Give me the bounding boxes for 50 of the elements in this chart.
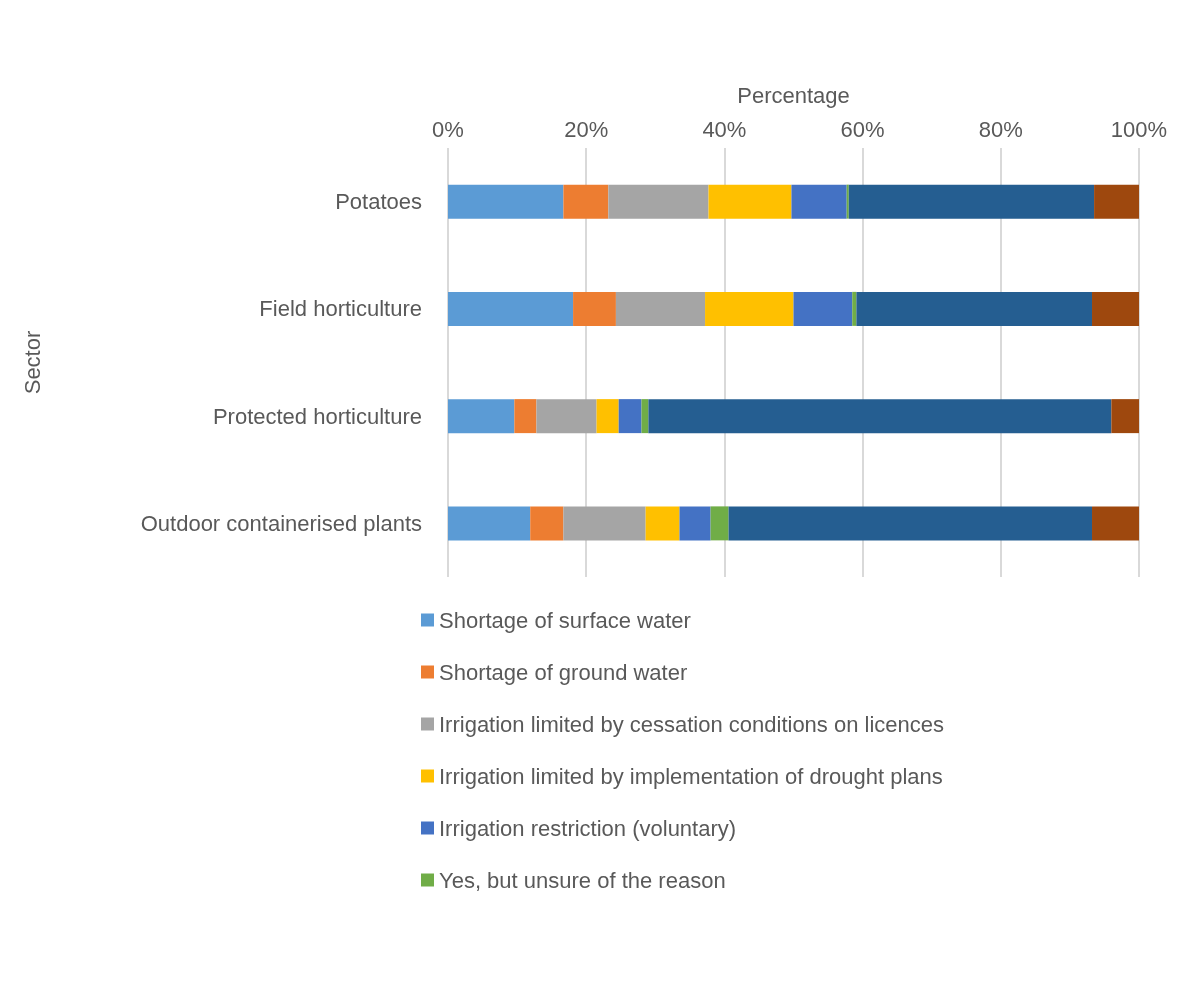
bar — [856, 291, 1093, 326]
y-tick-label: Protected horticulture — [212, 403, 422, 429]
bar — [710, 506, 729, 541]
bar — [645, 506, 680, 541]
x-tick-label: 0% — [432, 116, 464, 142]
bar — [530, 506, 564, 541]
bar — [791, 184, 847, 219]
legend-label: Irrigation limited by cessation conditions on licences — [439, 711, 945, 737]
legend-label: Irrigation limited by implementation of drought plans — [439, 763, 943, 789]
legend-label: Shortage of ground water — [439, 659, 688, 685]
bar — [573, 291, 616, 326]
legend-label: Yes, but unsure of the reason — [439, 867, 726, 893]
bar — [852, 291, 857, 326]
x-axis-title: Percentage — [737, 82, 850, 108]
bar — [608, 184, 709, 219]
bar — [618, 399, 642, 434]
y-tick-label: Field horticulture — [259, 296, 422, 322]
bar — [705, 291, 794, 326]
y-tick-label: Outdoor containerised plants — [140, 510, 422, 536]
x-tick-label: 20% — [564, 116, 609, 142]
bar — [648, 399, 1112, 434]
x-tick-label: 100% — [1110, 116, 1168, 142]
bar — [708, 184, 792, 219]
bar — [448, 399, 515, 434]
bar — [793, 291, 853, 326]
bar — [1092, 291, 1139, 326]
bar — [846, 184, 849, 219]
bar — [1092, 506, 1139, 541]
bar — [536, 399, 597, 434]
bar — [1111, 399, 1139, 434]
bar — [563, 506, 646, 541]
bar — [448, 506, 531, 541]
bar — [848, 184, 1095, 219]
bar — [641, 399, 649, 434]
y-tick-label: Potatoes — [335, 189, 422, 215]
bar — [615, 291, 706, 326]
y-axis-title: Sector — [19, 330, 45, 395]
x-tick-label: 60% — [840, 116, 885, 142]
bar — [679, 506, 711, 541]
legend-label: Irrigation restriction (voluntary) — [439, 815, 737, 841]
bar — [448, 184, 564, 219]
bar — [596, 399, 619, 434]
bar — [1094, 184, 1139, 219]
bar — [448, 291, 574, 326]
bar — [514, 399, 537, 434]
x-tick-label: 40% — [702, 116, 747, 142]
bar — [728, 506, 1093, 541]
x-tick-label: 80% — [978, 116, 1023, 142]
bar — [563, 184, 609, 219]
legend-label: Shortage of surface water — [439, 607, 691, 633]
